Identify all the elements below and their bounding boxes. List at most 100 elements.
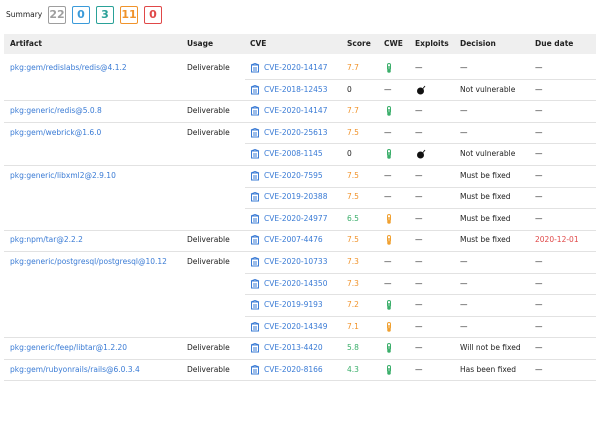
due-date: — bbox=[535, 321, 543, 331]
artifact-link[interactable]: pkg:generic/redis@5.0.8 bbox=[10, 106, 102, 116]
summary-count[interactable]: 0 bbox=[144, 6, 162, 24]
row-separator bbox=[4, 122, 596, 123]
score: 7.5 bbox=[347, 127, 359, 137]
score: 0 bbox=[347, 149, 352, 159]
cve-link[interactable]: CVE-2018-12453 bbox=[264, 84, 328, 94]
exploits: — bbox=[415, 192, 423, 202]
due-date: 2020-12-01 bbox=[535, 235, 579, 245]
column-header: Artifact bbox=[10, 39, 43, 48]
artifact-link[interactable]: pkg:generic/libxml2@2.9.10 bbox=[10, 170, 116, 180]
decision: — bbox=[460, 106, 468, 116]
usage: Deliverable bbox=[187, 343, 230, 353]
cve-link[interactable]: CVE-2020-14349 bbox=[264, 321, 328, 331]
summary-count[interactable]: 3 bbox=[96, 6, 114, 24]
cwe: — bbox=[384, 256, 392, 266]
score: 7.5 bbox=[347, 170, 359, 180]
cwe-thermometer bbox=[387, 321, 391, 332]
row-separator bbox=[245, 143, 596, 144]
cwe: — bbox=[384, 127, 392, 137]
exploits: — bbox=[415, 256, 423, 266]
usage: Deliverable bbox=[187, 63, 230, 72]
cve-icon bbox=[250, 106, 260, 116]
column-header: Due date bbox=[535, 39, 574, 48]
score: 6.5 bbox=[347, 213, 359, 223]
cve-link[interactable]: CVE-2020-14350 bbox=[264, 278, 328, 288]
cwe-thermometer bbox=[387, 213, 391, 224]
row-separator bbox=[4, 337, 596, 338]
cve-link[interactable]: CVE-2020-14147 bbox=[264, 63, 328, 72]
artifact-link[interactable]: pkg:npm/tar@2.2.2 bbox=[10, 235, 83, 245]
cve-link[interactable]: CVE-2007-4476 bbox=[264, 235, 323, 245]
column-header: Exploits bbox=[415, 39, 449, 48]
exploits: — bbox=[415, 321, 423, 331]
cve-link[interactable]: CVE-2020-25613 bbox=[264, 127, 328, 137]
score: 7.2 bbox=[347, 300, 359, 310]
exploits: — bbox=[415, 170, 423, 180]
decision: — bbox=[460, 321, 468, 331]
decision: Must be fixed bbox=[460, 192, 511, 202]
cve-link[interactable]: CVE-2020-10733 bbox=[264, 256, 328, 266]
row-separator bbox=[4, 165, 596, 166]
usage: Deliverable bbox=[187, 256, 230, 266]
score: 0 bbox=[347, 84, 352, 94]
column-header: CVE bbox=[250, 39, 267, 48]
due-date: — bbox=[535, 192, 543, 202]
due-date: — bbox=[535, 278, 543, 288]
column-header: Decision bbox=[460, 39, 496, 48]
column-header: Score bbox=[347, 39, 371, 48]
cwe-thermometer bbox=[387, 149, 391, 159]
summary-count[interactable]: 0 bbox=[72, 6, 90, 24]
cve-link[interactable]: CVE-2008-1145 bbox=[264, 149, 323, 159]
row-separator bbox=[4, 100, 596, 101]
decision: Will not be fixed bbox=[460, 343, 521, 353]
exploits: — bbox=[415, 106, 423, 116]
exploits: — bbox=[415, 300, 423, 310]
cve-link[interactable]: CVE-2020-7595 bbox=[264, 170, 323, 180]
cve-icon bbox=[250, 213, 260, 224]
score: 7.7 bbox=[347, 106, 359, 116]
cve-link[interactable]: CVE-2020-14147 bbox=[264, 106, 328, 116]
row-separator bbox=[245, 316, 596, 317]
usage: Deliverable bbox=[187, 235, 230, 245]
cve-link[interactable]: CVE-2020-8166 bbox=[264, 364, 323, 374]
usage: Deliverable bbox=[187, 106, 230, 116]
due-date: — bbox=[535, 343, 543, 353]
cve-link[interactable]: CVE-2020-24977 bbox=[264, 213, 328, 223]
score: 4.3 bbox=[347, 364, 359, 374]
due-date: — bbox=[535, 170, 543, 180]
cwe: — bbox=[384, 192, 392, 202]
summary-count[interactable]: 22 bbox=[48, 6, 66, 24]
decision: Must be fixed bbox=[460, 213, 511, 223]
due-date: — bbox=[535, 127, 543, 137]
cve-icon bbox=[250, 300, 260, 310]
artifact-link[interactable]: pkg:gem/redislabs/redis@4.1.2 bbox=[10, 63, 127, 72]
due-date: — bbox=[535, 106, 543, 116]
cwe-thermometer bbox=[387, 63, 391, 73]
summary-label: Summary bbox=[6, 10, 43, 19]
cwe-thermometer bbox=[387, 235, 391, 246]
artifact-link[interactable]: pkg:gem/rubyonrails/rails@6.0.3.4 bbox=[10, 364, 140, 374]
row-separator bbox=[4, 359, 596, 360]
cwe-thermometer bbox=[387, 300, 391, 310]
decision: — bbox=[460, 278, 468, 288]
decision: Not vulnerable bbox=[460, 84, 516, 94]
artifact-link[interactable]: pkg:generic/postgresql/postgresql@10.12 bbox=[10, 256, 167, 266]
artifact-link[interactable]: pkg:gem/webrick@1.6.0 bbox=[10, 127, 102, 137]
artifact-link[interactable]: pkg:generic/feep/libtar@1.2.20 bbox=[10, 343, 128, 353]
row-separator bbox=[245, 208, 596, 209]
cve-link[interactable]: CVE-2019-20388 bbox=[264, 192, 328, 202]
table-header bbox=[4, 34, 596, 54]
cve-icon bbox=[250, 149, 260, 159]
exploit-bomb bbox=[417, 85, 426, 95]
column-header: CWE bbox=[384, 39, 403, 48]
cve-link[interactable]: CVE-2013-4420 bbox=[264, 343, 323, 353]
decision: — bbox=[460, 256, 468, 266]
due-date: — bbox=[535, 84, 543, 94]
summary-count[interactable]: 11 bbox=[120, 6, 138, 24]
exploits: — bbox=[415, 63, 423, 72]
cve-icon bbox=[250, 127, 260, 138]
score: 7.3 bbox=[347, 256, 359, 266]
due-date: — bbox=[535, 63, 543, 72]
score: 7.1 bbox=[347, 321, 359, 331]
cve-link[interactable]: CVE-2019-9193 bbox=[264, 300, 323, 310]
